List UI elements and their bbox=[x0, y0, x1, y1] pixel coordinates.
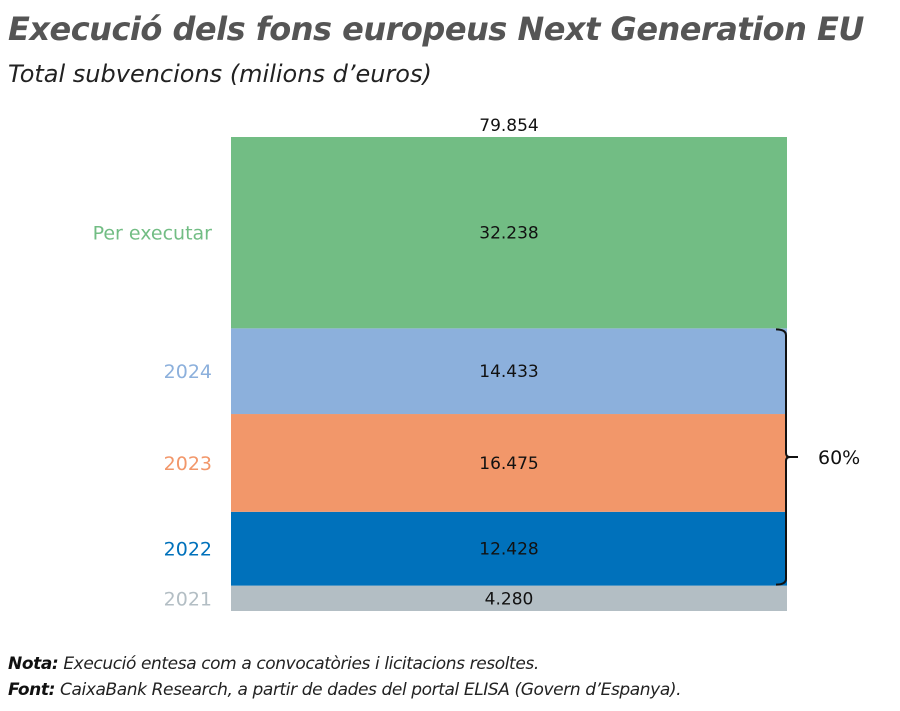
value-label-per-executar: 32.238 bbox=[479, 224, 538, 244]
category-label-2024: 2024 bbox=[164, 361, 212, 383]
value-label-2021: 4.280 bbox=[485, 589, 534, 609]
total-label: 79.854 bbox=[479, 116, 538, 136]
bracket-label: 60% bbox=[818, 447, 860, 469]
source-text: CaixaBank Research, a partir de dades de… bbox=[55, 680, 682, 700]
chart-title: Execució dels fons europeus Next Generat… bbox=[8, 10, 864, 48]
chart-subtitle: Total subvencions (milions d’euros) bbox=[8, 60, 432, 88]
value-label-2023: 16.475 bbox=[479, 454, 538, 474]
note-line: Nota: Execució entesa com a convocatòrie… bbox=[8, 654, 539, 674]
value-label-2024: 14.433 bbox=[479, 362, 538, 382]
category-label-per-executar: Per executar bbox=[93, 223, 213, 245]
bracket bbox=[775, 328, 798, 586]
category-label-2022: 2022 bbox=[164, 539, 212, 561]
bar-segment-per-executar bbox=[231, 137, 787, 329]
bar-segment-2022 bbox=[231, 511, 787, 586]
bar-segment-2024 bbox=[231, 328, 787, 415]
source-label: Font: bbox=[8, 680, 55, 700]
note-label: Nota: bbox=[8, 654, 59, 674]
category-label-2021: 2021 bbox=[164, 588, 212, 610]
value-label-2022: 12.428 bbox=[479, 540, 538, 560]
bar-segment-2021 bbox=[231, 585, 787, 611]
bar-segment-2023 bbox=[231, 414, 787, 512]
stacked-bar-chart: 4.280 2021 12.428 2022 16.475 2023 14.433 2024 3… bbox=[93, 116, 860, 611]
category-label-2023: 2023 bbox=[164, 453, 212, 475]
note-text: Execució entesa com a convocatòries i li… bbox=[58, 654, 539, 674]
source-line: Font: CaixaBank Research, a partir de da… bbox=[8, 680, 682, 700]
